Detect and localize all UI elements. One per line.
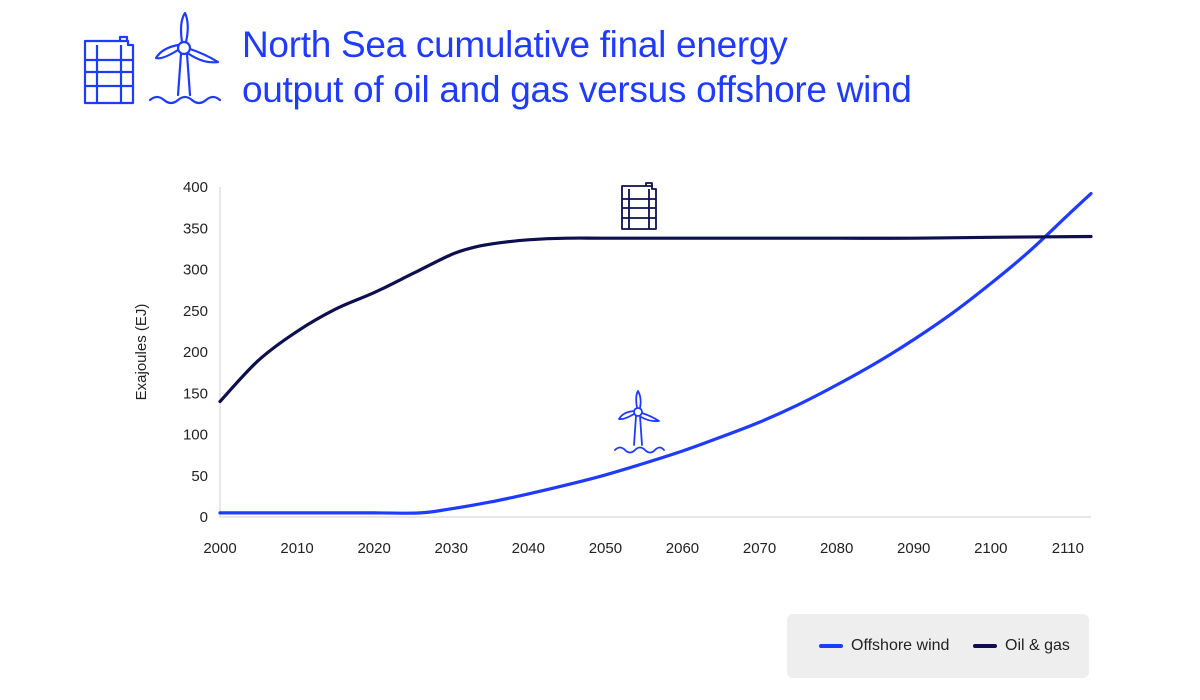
x-axis-ticks: 2000 2010 2020 2030 2040 2050 2060 2070 2080 2090… <box>203 540 1084 557</box>
wind-turbine-icon <box>614 390 665 454</box>
series-line-oil-gas <box>218 234 1093 404</box>
y-tick-label: 100 <box>183 427 208 444</box>
series-line-offshore-wind <box>218 192 1093 515</box>
y-axis-title: Exajoules (EJ) <box>133 304 150 401</box>
y-tick-label: 300 <box>183 262 208 279</box>
x-tick-label: 2020 <box>357 540 390 557</box>
legend: Offshore wind Oil & gas <box>787 614 1089 678</box>
x-tick-label: 2110 <box>1052 540 1084 557</box>
oil-barrel-icon <box>83 35 135 105</box>
x-tick-label: 2040 <box>512 540 545 557</box>
y-tick-label: 350 <box>183 220 208 237</box>
y-tick-label: 50 <box>191 468 208 485</box>
legend-item-offshore-wind: Offshore wind <box>819 636 949 656</box>
y-tick-label: 400 <box>183 179 208 196</box>
x-tick-label: 2050 <box>589 540 622 557</box>
x-tick-label: 2030 <box>435 540 468 557</box>
series-layer <box>218 192 1093 515</box>
y-tick-label: 150 <box>183 385 208 402</box>
y-tick-label: 200 <box>183 344 208 361</box>
y-axis-ticks: 0 50 100 150 200 250 300 350 400 <box>183 179 208 526</box>
page-title: North Sea cumulative final energy output… <box>242 22 1142 112</box>
x-tick-label: 2080 <box>820 540 853 557</box>
x-tick-label: 2070 <box>743 540 776 557</box>
header-icons <box>83 11 222 105</box>
title-line-1: North Sea cumulative final energy <box>242 24 788 65</box>
title-line-2: output of oil and gas versus offshore wi… <box>242 69 912 110</box>
x-tick-label: 2090 <box>897 540 930 557</box>
y-tick-label: 0 <box>200 509 208 526</box>
y-tick-label: 250 <box>183 303 208 320</box>
legend-label-offshore-wind: Offshore wind <box>851 637 950 654</box>
legend-label-oil-gas: Oil & gas <box>1005 637 1070 654</box>
legend-item-oil-gas: Oil & gas <box>973 636 1070 656</box>
oil-barrel-icon <box>621 182 657 230</box>
wind-turbine-icon <box>148 11 222 105</box>
x-tick-label: 2100 <box>974 540 1007 557</box>
legend-swatch-offshore-wind <box>819 644 843 648</box>
x-tick-label: 2010 <box>280 540 313 557</box>
legend-swatch-oil-gas <box>973 644 997 648</box>
x-tick-label: 2060 <box>666 540 699 557</box>
x-tick-label: 2000 <box>203 540 236 557</box>
